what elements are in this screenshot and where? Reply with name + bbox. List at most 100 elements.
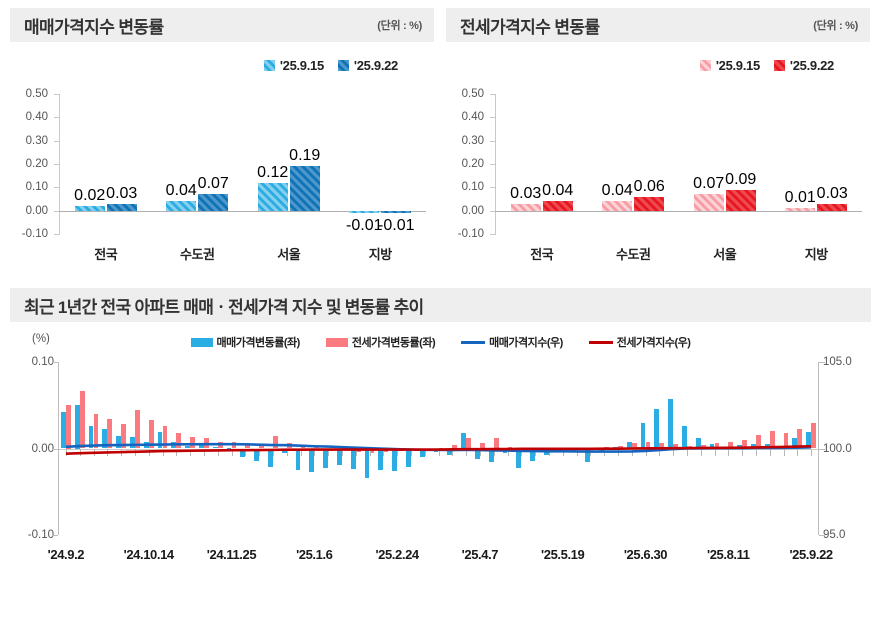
x-tick-mark: [673, 448, 675, 456]
x-tick-mark: [659, 448, 661, 456]
x-axis-date-label: '24.10.14: [123, 547, 175, 562]
trend-bar: [474, 448, 480, 459]
y-tick-mark: [490, 187, 496, 189]
y-tick-label: 0.30: [25, 134, 48, 147]
y-tick-label: 0.10: [461, 181, 484, 194]
x-axis-date-label: '24.9.2: [47, 547, 85, 562]
right-y-axis: [818, 362, 819, 535]
bar-'25.9.15-서울: [257, 182, 288, 211]
bar-'25.9.22-지방: [817, 203, 848, 211]
sale-bar-chart: 0.50 0.40 0.30 0.20 0.10 0.00 -0.10 0.02 0.03 전국 0…: [10, 84, 434, 274]
category-separator: [60, 105, 426, 112]
trend-bar: [378, 448, 384, 471]
bar-'25.9.15-전국: [74, 206, 105, 211]
trend-bar: [681, 426, 687, 449]
trend-bar: [479, 443, 485, 449]
trend-bar: [88, 426, 94, 449]
y-tick-label: 0.40: [461, 111, 484, 124]
bar-'25.9.22-수도권: [198, 194, 229, 211]
trend-bar: [245, 443, 251, 449]
trend-legend-label-3: 전세가격지수(우): [616, 337, 691, 349]
trend-bar: [350, 448, 356, 470]
y-tick-label: 0.00: [461, 204, 484, 217]
legend-swatch-icon: [263, 59, 275, 71]
trend-bar: [309, 448, 315, 472]
legend-swatch-icon: [773, 59, 785, 71]
left-y-tick-label: 0.00: [31, 442, 54, 455]
jeonse-bar-chart: 0.50 0.40 0.30 0.20 0.10 0.00 -0.10 0.03 0.04 전국 0…: [446, 84, 870, 274]
x-tick-mark: [65, 448, 67, 456]
bar-value-label: 0.02: [74, 187, 106, 204]
trend-legend-label-0: 매매가격변동률(좌): [216, 337, 301, 349]
y-tick-mark: [54, 94, 60, 95]
x-tick-mark: [700, 448, 702, 456]
trend-bar: [668, 399, 674, 449]
left-y-tick-label: 0.10: [31, 356, 54, 368]
trend-bar: [102, 429, 108, 449]
x-axis-date-label: '25.4.7: [461, 547, 499, 562]
trend-bar: [631, 443, 637, 449]
x-tick-mark: [438, 448, 440, 456]
x-axis-date-label: '24.11.25: [206, 547, 257, 562]
jeonse-panel-title: 전세가격지수 변동률: [460, 17, 600, 37]
trend-legend-label-2: 매매가격지수(우): [489, 337, 563, 349]
trend-panel: 최근 1년간 전국 아파트 매매ㆍ전세가격 지수 및 변동률 추이 (%) 매매…: [10, 288, 871, 571]
category-separator: [60, 91, 426, 98]
x-tick-mark: [742, 448, 744, 456]
trend-bar: [452, 445, 458, 449]
y-tick-mark: [54, 164, 60, 165]
right-y-tick-mark: [819, 362, 825, 363]
jeonse-legend-label-0: '25.9.15: [715, 57, 760, 73]
trend-bar: [198, 445, 204, 449]
trend-bar: [176, 432, 182, 449]
legend-swatch-icon: [699, 59, 711, 71]
sale-legend-item-0: '25.9.15: [263, 58, 324, 73]
trend-bar: [419, 448, 425, 458]
right-y-tick-label: 105.0: [823, 356, 852, 368]
legend-line-swatch-icon: [588, 340, 613, 344]
jeonse-legend: '25.9.15 '25.9.22: [446, 50, 870, 80]
bar-'25.9.22-전국: [106, 203, 137, 211]
jeonse-panel-header: 전세가격지수 변동률 (단위 : %): [446, 8, 870, 42]
plot-area: 0.02 0.03 전국 0.04 0.07 수도권 0.12 0.19 서울 -0.01 -0.0…: [60, 84, 426, 274]
x-axis-date-label: '25.6.30: [623, 547, 668, 562]
trend-bar: [626, 441, 632, 449]
trend-bar: [116, 436, 122, 449]
x-axis-date-label: '25.5.19: [541, 547, 585, 562]
trend-bar: [617, 445, 623, 449]
jeonse-legend-item-0: '25.9.15: [699, 57, 760, 73]
x-tick-mark: [328, 448, 330, 456]
trend-legend-item-2: 매매가격지수(우): [461, 334, 563, 350]
x-tick-mark: [369, 448, 371, 456]
x-tick-mark: [355, 448, 357, 456]
x-tick-mark: [728, 448, 730, 456]
x-tick-mark: [410, 448, 412, 456]
y-tick-mark: [490, 234, 496, 235]
category-separator: [496, 84, 862, 91]
trend-bar: [392, 448, 398, 471]
trend-bar: [783, 432, 789, 449]
trend-bar: [272, 436, 278, 449]
trend-bar: [65, 405, 71, 449]
x-tick-mark: [479, 448, 481, 456]
trend-bar: [640, 422, 646, 449]
x-category-label: 지방: [804, 247, 828, 262]
trend-bar: [797, 429, 803, 449]
jeonse-price-index-panel: 전세가격지수 변동률 (단위 : %) '25.9.15 '25.9.22 0.…: [446, 8, 870, 274]
trend-plot-area: [59, 362, 818, 535]
jeonse-legend-item-1: '25.9.22: [773, 58, 834, 73]
trend-x-axis: '24.9.2 '24.10.14 '24.11.25 '25.1.6 '25.2.24…: [10, 543, 871, 571]
y-tick-mark: [490, 210, 496, 212]
trend-bar: [530, 448, 536, 461]
sale-legend-label-1: '25.9.22: [353, 57, 398, 73]
x-tick-mark: [769, 448, 771, 456]
bar-'25.9.15-지방: [785, 208, 816, 211]
y-tick-mark: [54, 234, 60, 235]
trend-bar: [254, 448, 260, 461]
trend-bar: [645, 441, 651, 449]
right-y-tick-label: 95.0: [823, 529, 846, 541]
x-tick-mark: [341, 448, 343, 456]
trend-bar: [493, 438, 499, 449]
bar-value-label: 0.04: [601, 182, 633, 200]
y-tick-mark: [490, 164, 496, 165]
